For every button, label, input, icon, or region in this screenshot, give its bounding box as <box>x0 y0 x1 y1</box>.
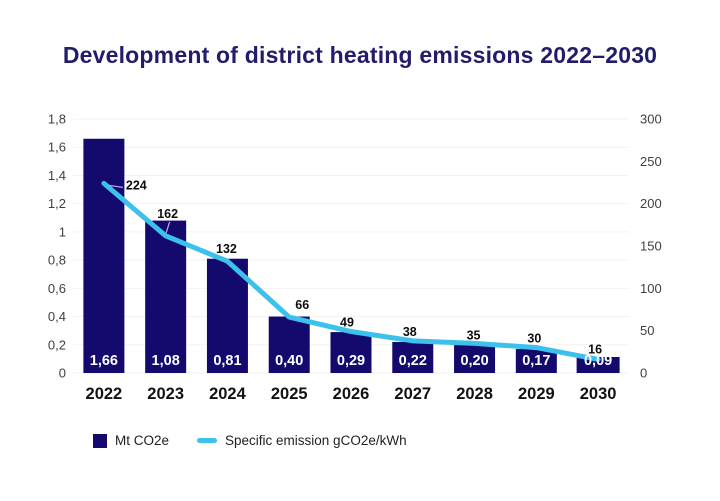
chart-legend: Mt CO2e Specific emission gCO2e/kWh <box>93 433 407 448</box>
legend-item-line-series: Specific emission gCO2e/kWh <box>197 433 407 448</box>
label-leader-line-2022 <box>108 184 123 188</box>
right-axis-tick-label: 250 <box>640 154 662 169</box>
line-point-label-2030: 16 <box>588 342 602 356</box>
line-point-label-2022: 224 <box>126 178 147 192</box>
bar-value-label-2027: 0,22 <box>399 353 427 369</box>
x-axis-label-2030: 2030 <box>580 385 617 403</box>
left-axis-tick-label: 0 <box>59 366 66 381</box>
legend-item-bar-series: Mt CO2e <box>93 433 169 448</box>
bar-2022 <box>83 138 125 373</box>
left-axis-tick-label: 1,6 <box>48 140 66 155</box>
line-series-swatch <box>197 438 218 443</box>
bar-2029 <box>515 349 557 373</box>
bar-value-label-2025: 0,40 <box>275 353 303 369</box>
x-axis-label-2025: 2025 <box>271 385 308 403</box>
left-axis-tick-label: 1,4 <box>48 168 66 183</box>
x-axis-label-2022: 2022 <box>86 385 123 403</box>
bar-series-swatch <box>93 433 107 448</box>
left-axis-tick-label: 1,8 <box>48 112 66 127</box>
right-axis-tick-label: 300 <box>640 112 662 127</box>
bar-value-label-2024: 0,81 <box>213 353 241 369</box>
left-axis-tick-label: 0,2 <box>48 337 66 352</box>
line-point-label-2023: 162 <box>157 207 178 221</box>
legend-label-bar-series: Mt CO2e <box>115 433 170 448</box>
left-axis-tick-label: 1 <box>59 224 66 239</box>
right-axis-tick-label: 50 <box>640 323 654 338</box>
x-axis-label-2029: 2029 <box>518 385 555 403</box>
bar-2025 <box>268 316 310 373</box>
left-axis-tick-label: 0,6 <box>48 281 66 296</box>
bar-2028 <box>454 344 496 373</box>
right-axis-tick-label: 100 <box>640 281 662 296</box>
bar-2024 <box>206 258 248 373</box>
bar-2027 <box>392 341 434 373</box>
line-point-label-2025: 66 <box>295 298 309 312</box>
chart-title: Development of district heating emission… <box>62 42 658 68</box>
line-point-label-2027: 38 <box>403 325 417 339</box>
left-axis-tick-label: 1,2 <box>48 196 66 211</box>
bar-value-label-2022: 1,66 <box>90 353 118 369</box>
line-point-label-2026: 49 <box>340 316 354 330</box>
right-axis-tick-label: 200 <box>640 196 662 211</box>
bar-label-chip-2030 <box>576 357 620 373</box>
bar-value-label-2029: 0,17 <box>522 353 550 369</box>
x-axis-label-2027: 2027 <box>394 385 431 403</box>
bar-2026 <box>330 332 372 373</box>
line-point-label-2028: 35 <box>467 328 481 342</box>
x-axis-label-2026: 2026 <box>333 385 370 403</box>
bar-value-label-2028: 0,20 <box>460 353 488 369</box>
bar-2023 <box>145 220 187 373</box>
left-axis-tick-label: 0,4 <box>48 309 66 324</box>
label-leader-line-2023 <box>165 221 171 234</box>
right-axis-tick-label: 0 <box>640 366 647 381</box>
x-axis-label-2023: 2023 <box>147 385 184 403</box>
bar-value-label-2023: 1,08 <box>152 353 180 369</box>
bar-value-label-2030: 0,09 <box>584 353 612 369</box>
line-point-label-2029: 30 <box>527 332 541 346</box>
right-axis-tick-label: 150 <box>640 239 662 254</box>
x-axis-label-2024: 2024 <box>209 385 247 403</box>
specific-emission-line <box>101 180 601 362</box>
legend-label-line-series: Specific emission gCO2e/kWh <box>225 433 407 448</box>
line-point-label-2024: 132 <box>216 242 237 256</box>
x-axis-label-2028: 2028 <box>456 385 493 403</box>
left-axis-tick-label: 0,8 <box>48 253 66 268</box>
bar-value-label-2026: 0,29 <box>337 353 365 369</box>
